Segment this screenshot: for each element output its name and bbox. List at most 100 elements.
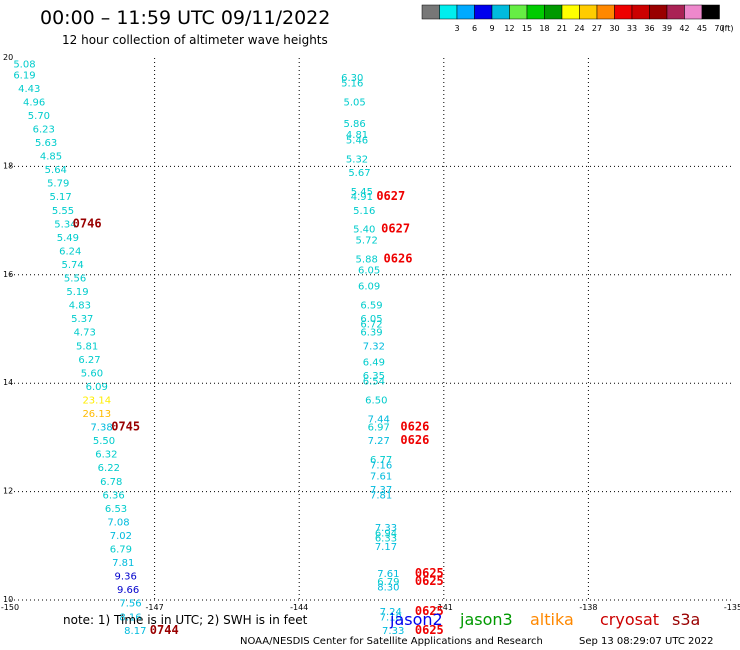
swh-point: 8.30: [377, 582, 399, 593]
satellite-altika: altika: [530, 610, 574, 629]
swh-point: 6.27: [78, 355, 100, 366]
swh-point: 5.55: [52, 206, 74, 217]
swh-point: 7.02: [110, 531, 132, 542]
legend-swatch: [526, 4, 545, 20]
legend-label: 39: [662, 24, 672, 33]
swh-point: 5.60: [81, 368, 103, 379]
swh-point: 7.81: [370, 490, 392, 501]
legend-label: 18: [539, 24, 549, 33]
units-note: note: 1) Time is in UTC; 2) SWH is in fe…: [63, 613, 308, 627]
legend-label: 42: [679, 24, 689, 33]
legend-swatch: [491, 4, 510, 20]
pass-time-label: 0626: [384, 252, 413, 266]
x-tick-label: -141: [435, 603, 453, 612]
y-tick-label: 16: [3, 270, 13, 279]
swh-point: 5.70: [28, 111, 50, 122]
swh-point: 6.32: [95, 450, 117, 461]
pass-time-label: 0744: [150, 623, 179, 637]
legend-label: 70: [714, 24, 724, 33]
plot-grid: [10, 58, 733, 601]
swh-point: 6.72: [360, 320, 382, 331]
swh-point: 5.08: [13, 59, 35, 70]
legend-swatch: [474, 4, 493, 20]
satellite-jason3: jason3: [459, 610, 513, 629]
swh-point: 4.96: [23, 97, 45, 108]
swh-point: 7.61: [377, 569, 399, 580]
swh-point: 4.73: [74, 328, 96, 339]
pass-time-label: 0626: [400, 433, 429, 447]
swh-point: 7.33: [375, 523, 397, 534]
swh-point: 7.38: [90, 423, 112, 434]
y-tick-label: 18: [3, 161, 13, 170]
swh-point: 6.19: [13, 70, 35, 81]
swh-point: 7.18: [380, 612, 402, 623]
swh-point: 9.66: [117, 585, 139, 596]
swh-point: 6.94: [375, 528, 397, 539]
swh-point: 5.16: [341, 78, 363, 89]
swh-point: 5.86: [343, 119, 365, 130]
swh-point: 5.46: [346, 135, 368, 146]
swh-point: 6.23: [33, 124, 55, 135]
pass-time-label: 0627: [376, 189, 405, 203]
satellite-jason2: jason2: [389, 610, 443, 629]
swh-point: 5.64: [45, 165, 67, 176]
swh-point: 6.53: [105, 504, 127, 515]
swh-point: 6.05: [358, 265, 380, 276]
swh-point: 5.45: [351, 187, 373, 198]
swh-point: 6.33: [375, 534, 397, 545]
swh-point: 5.49: [57, 233, 79, 244]
swh-point: 5.37: [71, 314, 93, 325]
swh-point: 7.24: [380, 607, 402, 618]
swh-point: 5.74: [62, 260, 84, 271]
swh-values: 5.086.19 4.43 4.96 5.70 6.23 5.63 4.85 5.64 5.79…: [13, 59, 404, 636]
swh-point: 6.77: [370, 455, 392, 466]
swh-point: 5.67: [348, 168, 370, 179]
swh-point: 6.36: [102, 490, 124, 501]
legend-label: 24: [574, 24, 584, 33]
swh-point: 5.16: [353, 206, 375, 217]
swh-point: 7.44: [368, 414, 390, 425]
x-tick-label: -147: [146, 603, 164, 612]
timestamp-text: Sep 13 08:29:07 UTC 2022: [579, 636, 713, 647]
swh-point: 6.79: [377, 577, 399, 588]
legend-label: 27: [592, 24, 602, 33]
swh-point: 5.56: [64, 274, 86, 285]
pass-times: 0746074507440627062706260626062606250625…: [73, 189, 444, 637]
swh-point: 5.34: [54, 219, 76, 230]
swh-point: 8.16: [119, 612, 141, 623]
x-tick-label: -144: [290, 603, 308, 612]
pass-time-label: 0625: [415, 604, 444, 618]
legend-swatch: [579, 4, 598, 20]
legend-swatch: [456, 4, 475, 20]
swh-point: 4.85: [40, 152, 62, 163]
swh-point: 7.27: [368, 436, 390, 447]
satellite-legend: jason2 jason3 altika cryosat s3a: [389, 610, 700, 629]
swh-point: 5.79: [47, 179, 69, 190]
axis-ticks: -150 -147 -144 -141 -138 -135 10 12 14 16 18 20: [1, 53, 740, 612]
legend-label: 30: [609, 24, 619, 33]
swh-point: 6.79: [110, 545, 132, 556]
legend-unit: (ft): [722, 24, 734, 33]
pass-time-label: 0627: [381, 222, 410, 236]
legend-label: 9: [489, 24, 494, 33]
swh-point: 4.43: [18, 84, 40, 95]
legend-label: 45: [697, 24, 707, 33]
legend-label: 33: [627, 24, 637, 33]
swh-point: 7.37: [370, 485, 392, 496]
chart-title: 00:00 – 11:59 UTC 09/11/2022: [40, 7, 330, 29]
swh-point: 6.39: [360, 328, 382, 339]
legend-label: 36: [644, 24, 654, 33]
swh-point: 6.78: [100, 477, 122, 488]
pass-time-label: 0746: [73, 216, 102, 230]
legend-label: 3: [454, 24, 459, 33]
legend-swatch: [596, 4, 615, 20]
legend-label: 6: [472, 24, 477, 33]
satellite-s3a: s3a: [672, 610, 700, 629]
swh-point: 7.33: [382, 626, 404, 637]
pass-time-label: 0625: [415, 623, 444, 637]
x-tick-label: -138: [579, 603, 597, 612]
legend-label: 15: [522, 24, 532, 33]
legend-swatch: [684, 4, 703, 20]
swh-point: 5.17: [49, 192, 71, 203]
